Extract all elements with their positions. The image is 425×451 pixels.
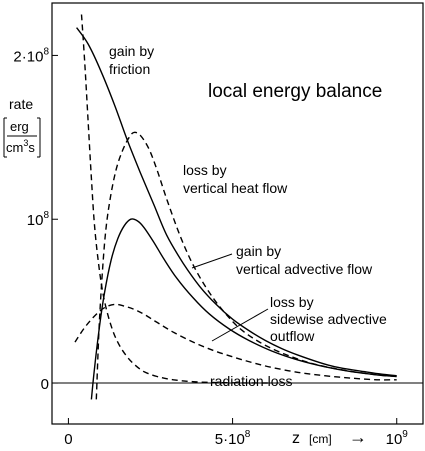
series-loss-by-sidewise-advective-outflow <box>74 303 397 381</box>
series-layer <box>74 14 397 400</box>
x-axis-label: z <box>292 430 300 447</box>
series-radiation-loss <box>80 14 273 384</box>
annotation-loss-by-vertical-heat-flow: loss by vertical heat flow <box>183 162 288 196</box>
series-loss-by-vertical-heat-flow <box>95 131 397 400</box>
series-gain-by-vertical-advective-flow <box>90 218 397 400</box>
plot-frame <box>51 2 424 425</box>
annotation-loss-by-sidewise-advective-outflow: loss by sidewise advective outflow <box>270 294 387 344</box>
y-tick-label: 0 <box>41 376 49 393</box>
pointer-vertical-advective <box>191 253 233 269</box>
x-axis-arrow: → <box>349 427 367 447</box>
y-unit-numerator: erg <box>10 119 29 134</box>
y-ticks: 0 108 2·108 <box>13 46 58 393</box>
x-ticks: 0 5·108 109 <box>64 418 408 448</box>
series-gain-by-friction <box>76 27 397 377</box>
y-axis-unit: erg cm3s <box>3 117 41 158</box>
annotation-pointers <box>191 253 269 342</box>
x-tick-label: 0 <box>64 431 72 448</box>
x-tick-label: 5·108 <box>215 429 251 448</box>
y-axis-label: rate <box>9 96 33 112</box>
annotations: gain by friction loss by vertical heat flow… <box>109 43 387 389</box>
pointer-sidewise-outflow <box>211 308 269 342</box>
chart-title: local energy balance <box>208 81 382 102</box>
y-unit-denominator: cm3s <box>6 138 35 155</box>
x-axis-unit: [cm] <box>309 432 332 446</box>
x-tick-label: 109 <box>386 429 409 448</box>
plot-border <box>51 2 424 425</box>
annotation-radiation-loss: radiation loss <box>210 373 293 389</box>
y-tick-label: 2·108 <box>13 46 49 65</box>
annotation-gain-by-vertical-advective-flow: gain by vertical advective flow <box>236 243 373 277</box>
y-tick-label: 108 <box>27 210 50 229</box>
annotation-gain-by-friction: gain by friction <box>109 43 154 77</box>
x-axis-label-group: z [cm] → <box>292 427 367 447</box>
